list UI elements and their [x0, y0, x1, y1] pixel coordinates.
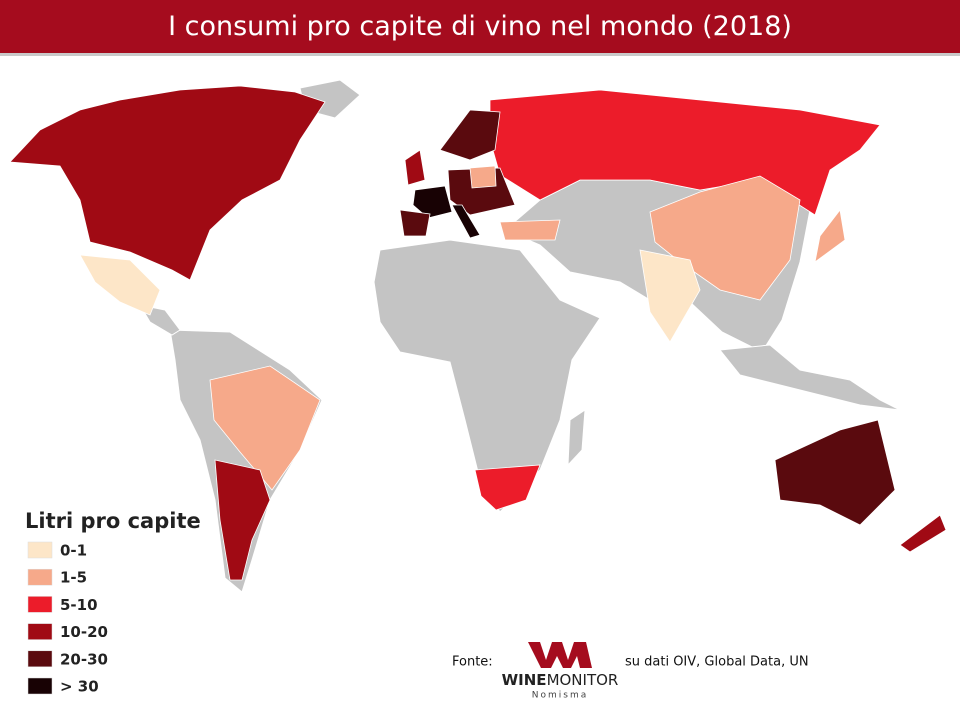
southeast-asia-islands [719, 344, 901, 411]
legend-swatch [27, 650, 53, 668]
logo-bold: WINE [502, 671, 547, 689]
uk [404, 149, 426, 186]
new-zealand [899, 514, 947, 553]
legend-swatch [27, 623, 53, 640]
classified-countries [9, 85, 947, 581]
legend-label: > 30 [60, 678, 99, 696]
china [649, 175, 801, 301]
japan [814, 209, 846, 263]
legend-swatch [27, 677, 53, 695]
legend-label: 5-10 [60, 596, 98, 614]
madagascar [567, 409, 586, 467]
source: Fonte: WINEMONITOR Nomisma su dati OIV, … [452, 642, 809, 701]
scandinavia [439, 109, 501, 161]
source-prefix: Fonte: [452, 655, 493, 670]
brazil [209, 365, 321, 491]
australia [774, 419, 896, 526]
legend-swatch [27, 568, 53, 586]
legend-label: 20-30 [60, 650, 108, 668]
france [412, 185, 453, 219]
legend-swatch [27, 541, 53, 559]
legend: Litri pro capite 0-1 1-5 5-10 10-20 20-30 > 3… [25, 509, 201, 696]
source-suffix: su dati OIV, Global Data, UN [625, 655, 809, 670]
india [639, 249, 701, 343]
south-africa [474, 464, 541, 511]
title-bar: I consumi pro capite di vino nel mondo (… [0, 0, 960, 56]
legend-title: Litri pro capite [25, 509, 201, 533]
mexico [79, 254, 161, 316]
legend-label: 0-1 [60, 542, 87, 560]
italy [451, 204, 481, 239]
argentina-chile [214, 459, 271, 581]
legend-swatch [27, 596, 53, 613]
spain [399, 209, 431, 237]
north-america [9, 85, 326, 281]
logo-text: WINEMONITOR [502, 671, 619, 689]
legend-label: 10-20 [60, 623, 108, 641]
logo-mark [528, 642, 592, 668]
turkey [499, 219, 561, 241]
logo-light: MONITOR [547, 671, 619, 689]
logo-sub: Nomisma [532, 691, 588, 701]
legend-label: 1-5 [60, 569, 87, 587]
title: I consumi pro capite di vino nel mondo (… [168, 11, 792, 42]
poland [469, 165, 497, 189]
